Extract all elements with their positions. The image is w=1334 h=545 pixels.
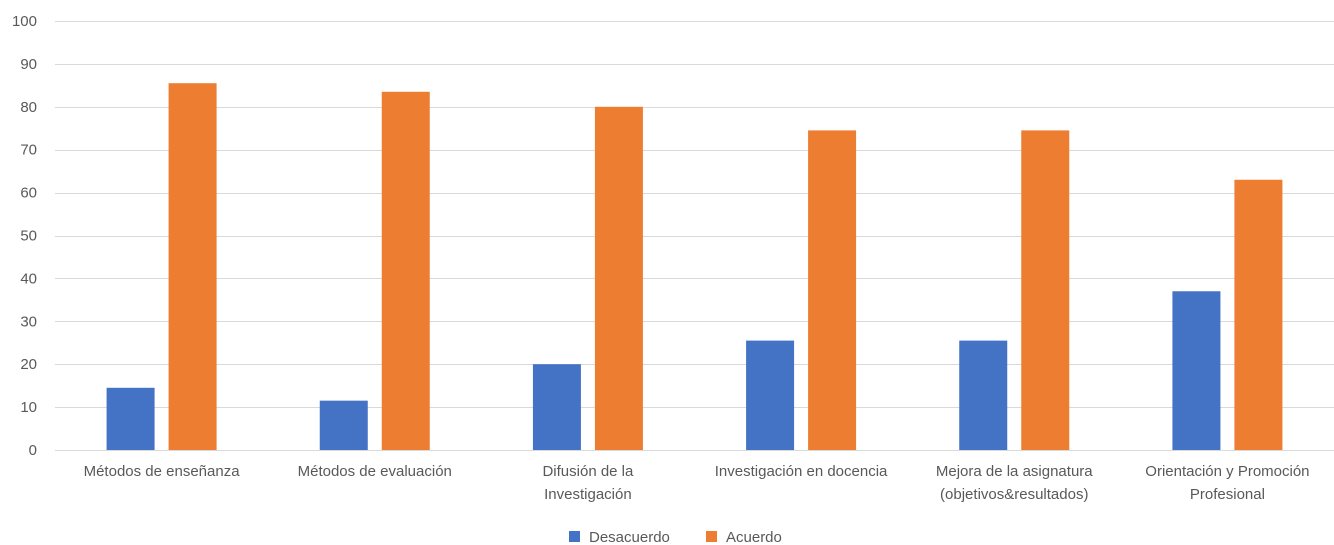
bar-desacuerdo-4: [959, 340, 1008, 450]
x-category-label-0: Métodos de enseñanza: [84, 463, 241, 480]
y-tick-label-60: 60: [20, 185, 37, 202]
gridlines: [55, 21, 1334, 451]
legend: Desacuerdo Acuerdo: [569, 529, 782, 545]
y-tick-label-0: 0: [29, 442, 37, 459]
y-tick-label-40: 40: [20, 270, 37, 287]
x-category-label-4: Mejora de la asignatura (objetivos&result…: [936, 463, 1093, 503]
y-tick-label-20: 20: [20, 356, 37, 373]
y-tick-label-90: 90: [20, 56, 37, 73]
bar-acuerdo-3: [808, 130, 857, 450]
legend-swatch-acuerdo: [706, 531, 717, 542]
bars: [106, 83, 1283, 451]
x-axis-category-labels: Métodos de enseñanza Métodos de evaluació…: [84, 463, 1310, 503]
y-tick-label-80: 80: [20, 99, 37, 116]
x-category-label-1: Métodos de evaluación: [298, 463, 452, 480]
legend-swatch-desacuerdo: [569, 531, 580, 542]
y-tick-label-10: 10: [20, 399, 37, 416]
legend-label-desacuerdo: Desacuerdo: [589, 529, 670, 545]
y-tick-label-50: 50: [20, 228, 37, 245]
x-category-label-2: Difusión de la Investigación: [542, 463, 634, 503]
bar-acuerdo-5: [1234, 179, 1283, 451]
bar-desacuerdo-2: [532, 364, 581, 450]
legend-label-acuerdo: Acuerdo: [726, 529, 782, 545]
bar-acuerdo-2: [594, 106, 643, 451]
bar-desacuerdo-3: [746, 340, 795, 450]
y-tick-label-100: 100: [12, 13, 37, 30]
bar-desacuerdo-1: [319, 400, 368, 450]
y-tick-label-30: 30: [20, 313, 37, 330]
x-category-label-3: Investigación en docencia: [715, 463, 888, 480]
bar-desacuerdo-5: [1172, 291, 1221, 450]
y-axis-tick-labels: 0 10 20 30 40 50 60 70 80 90 100: [12, 13, 37, 459]
x-category-label-5: Orientación y Promoción Profesional: [1145, 463, 1309, 503]
bar-acuerdo-4: [1021, 130, 1070, 450]
bar-desacuerdo-0: [106, 387, 155, 450]
y-tick-label-70: 70: [20, 142, 37, 159]
bar-acuerdo-0: [168, 83, 217, 450]
bar-acuerdo-1: [381, 91, 430, 450]
